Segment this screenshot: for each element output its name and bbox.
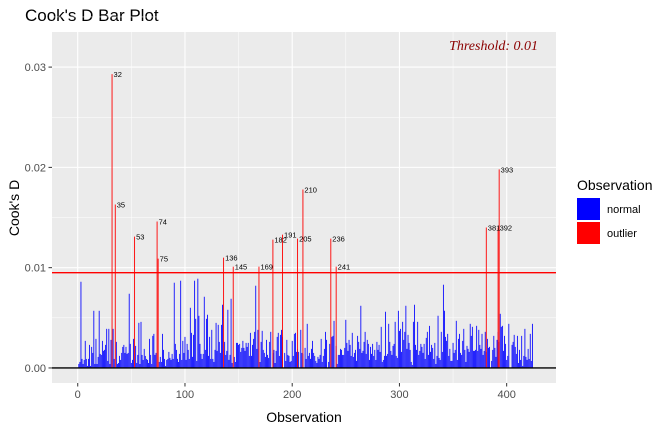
outlier-label: 191 — [284, 231, 297, 240]
legend-swatch-outlier — [577, 222, 600, 244]
outlier-label: 136 — [225, 254, 238, 263]
x-axis-title: Observation — [266, 409, 341, 425]
outlier-label: 32 — [114, 70, 122, 79]
outlier-label: 392 — [500, 224, 513, 233]
y-tick-label: 0.02 — [25, 162, 46, 174]
x-tick-label: 0 — [75, 389, 81, 401]
outlier-label: 74 — [159, 218, 167, 227]
outlier-label: 210 — [304, 185, 317, 194]
legend-swatch-normal — [577, 198, 600, 220]
outlier-label: 381 — [488, 224, 501, 233]
legend: Observation normal outlier — [577, 177, 652, 244]
y-tick-label: 0.03 — [25, 62, 46, 74]
y-tick-label: 0.00 — [25, 363, 46, 375]
x-tick-label: 100 — [176, 389, 194, 401]
outlier-label: 35 — [117, 200, 125, 209]
legend-label-normal: normal — [607, 204, 641, 216]
legend-title: Observation — [577, 177, 652, 193]
x-tick-label: 300 — [390, 389, 408, 401]
y-axis-title: Cook's D — [6, 180, 22, 236]
x-tick-label: 200 — [283, 389, 301, 401]
normal-bars — [78, 278, 533, 368]
outlier-label: 393 — [501, 165, 514, 174]
outlier-label: 75 — [160, 255, 168, 264]
plot-panel — [52, 32, 556, 383]
outlier-bars — [111, 74, 500, 368]
threshold-annotation: Threshold: 0.01 — [449, 39, 538, 54]
outlier-label: 182 — [274, 236, 287, 245]
outlier-label: 241 — [338, 263, 351, 272]
chart-title: Cook's D Bar Plot — [25, 6, 159, 25]
outlier-label: 145 — [235, 263, 248, 272]
outlier-label: 169 — [260, 263, 273, 272]
outlier-label: 205 — [299, 235, 312, 244]
y-tick-label: 0.01 — [25, 263, 46, 275]
x-tick-label: 400 — [497, 389, 515, 401]
outlier-label: 236 — [332, 235, 345, 244]
legend-label-outlier: outlier — [607, 228, 637, 240]
outlier-label: 53 — [136, 233, 144, 242]
axes: 0 100 200 300 400 0.00 0.01 0.02 0.03 — [25, 62, 516, 401]
